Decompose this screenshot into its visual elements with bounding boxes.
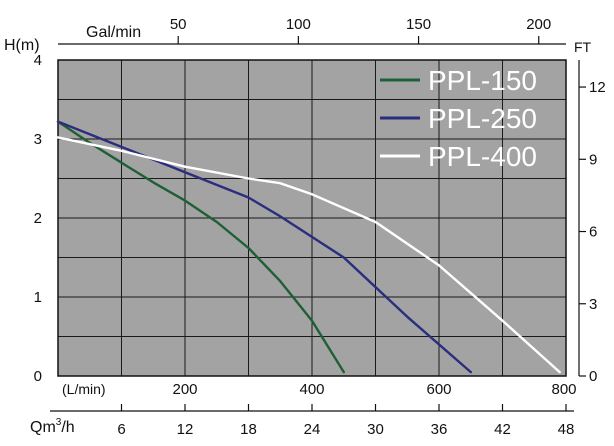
flow-axis-tick-label: 6 — [117, 421, 125, 438]
right-axis-tick-label: 3 — [589, 296, 597, 313]
series-line-ppl-400 — [56, 136, 561, 374]
series-line-ppl-250 — [56, 120, 472, 374]
bottom-axis-tick-label: 600 — [426, 381, 451, 398]
top-axis-tick-label: 50 — [170, 16, 187, 33]
right-axis-tick-label: 0 — [589, 368, 597, 385]
left-axis-tick-label: 3 — [34, 131, 42, 148]
left-axis-tick-label: 2 — [34, 210, 42, 227]
plot-border — [57, 59, 567, 377]
bottom-axis-tick-label: 400 — [299, 381, 324, 398]
legend-label: PPL-400 — [428, 141, 537, 172]
flow-axis-label: Qm3/h — [30, 417, 75, 436]
flow-axis-tick-label: 48 — [558, 421, 575, 438]
legend: PPL-150 PPL-250 PPL-400 — [380, 65, 537, 172]
flow-axis-tick-label: 12 — [177, 421, 194, 438]
left-axis-tick-label: 4 — [34, 52, 42, 69]
bottom-axis-label: (L/min) — [62, 381, 106, 397]
legend-label: PPL-150 — [428, 65, 537, 96]
top-axis-tick-label: 100 — [286, 16, 311, 33]
series-line-ppl-150 — [56, 120, 345, 374]
left-axis-tick-label: 0 — [34, 368, 42, 385]
top-axis-label: Gal/min — [86, 24, 141, 41]
top-axis-tick-label: 150 — [406, 16, 431, 33]
bottom-axis-tick-label: 200 — [172, 381, 197, 398]
top-axis-tick-label: 200 — [526, 16, 551, 33]
flow-axis-tick-label: 30 — [367, 421, 384, 438]
right-axis-tick-label: 6 — [589, 224, 597, 241]
series-lines — [56, 120, 561, 374]
flow-axis-tick-label: 36 — [431, 421, 448, 438]
left-axis-label: H(m) — [4, 37, 40, 54]
grid — [57, 59, 567, 377]
flow-axis-tick-label: 24 — [304, 421, 321, 438]
right-axis-label: FT — [574, 39, 592, 55]
right-axis-tick-label: 9 — [589, 151, 597, 168]
left-axis-tick-label: 1 — [34, 289, 42, 306]
flow-axis-tick-label: 42 — [494, 421, 511, 438]
flow-axis-tick-label: 18 — [240, 421, 257, 438]
right-axis-tick-label: 12 — [589, 79, 606, 96]
bottom-axis-tick-label: 800 — [551, 381, 576, 398]
legend-label: PPL-250 — [428, 103, 537, 134]
